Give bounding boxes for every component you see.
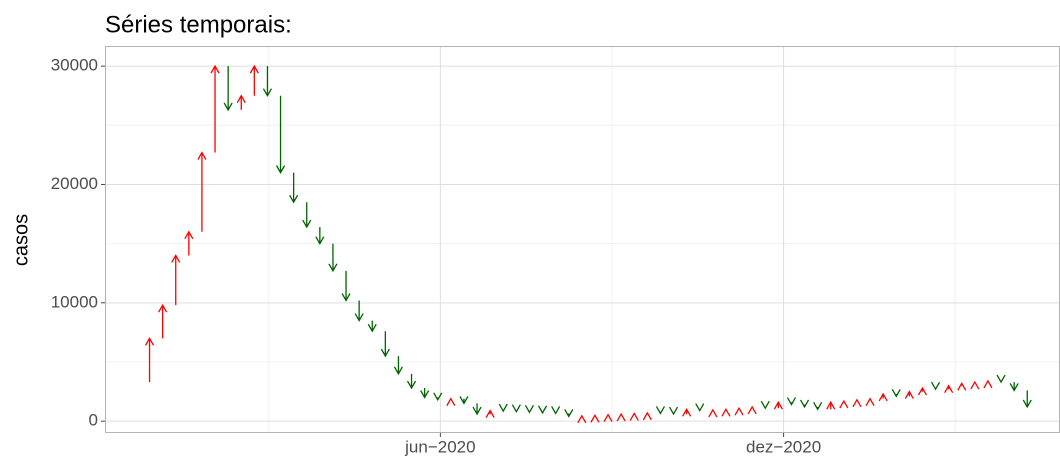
arrow: [302, 202, 312, 229]
arrow: [184, 230, 194, 256]
arrow: [904, 390, 914, 399]
arrow: [472, 403, 482, 416]
arrow: [433, 392, 443, 402]
arrow: [721, 408, 731, 417]
arrow: [537, 405, 548, 415]
arrow: [564, 409, 574, 418]
arrow: [354, 300, 364, 322]
arrow: [459, 396, 469, 405]
arrow: [328, 243, 338, 273]
arrow: [996, 374, 1006, 384]
panel-border: [105, 46, 1060, 433]
arrow: [577, 414, 587, 424]
arrow: [839, 399, 849, 409]
arrow: [262, 66, 273, 98]
arrow: [642, 411, 652, 421]
y-axis-label: casos: [10, 214, 32, 266]
arrow: [930, 381, 941, 391]
arrow: [865, 397, 875, 407]
arrow: [983, 379, 993, 389]
arrow: [773, 400, 783, 410]
arrow: [498, 403, 508, 413]
y-tick-label: 20000: [51, 174, 98, 193]
arrow: [551, 406, 561, 415]
arrow: [289, 172, 299, 204]
arrow: [393, 356, 404, 376]
arrow: [485, 409, 495, 418]
arrow: [747, 405, 757, 415]
arrow: [682, 408, 692, 417]
arrow: [144, 337, 155, 383]
arrow: [367, 320, 377, 333]
y-tick-label: 0: [89, 411, 98, 430]
arrow: [158, 303, 168, 339]
arrow: [380, 331, 390, 358]
arrow: [957, 381, 967, 391]
arrow: [852, 398, 862, 408]
arrow: [1009, 382, 1019, 392]
arrow: [760, 400, 770, 410]
arrow: [826, 400, 836, 410]
arrow: [708, 408, 718, 418]
x-tick-label: jun−2020: [404, 437, 475, 456]
arrow: [655, 406, 666, 415]
arrow: [236, 94, 246, 110]
y-tick-label: 10000: [51, 292, 98, 311]
y-tick-label: 30000: [51, 56, 98, 75]
arrow: [524, 404, 535, 414]
arrow: [249, 64, 259, 96]
arrow: [603, 413, 613, 422]
chart-title: Séries temporais:: [105, 11, 292, 38]
arrow: [197, 151, 207, 232]
arrow: [446, 397, 456, 407]
arrow: [420, 388, 430, 399]
arrow: [223, 66, 233, 112]
arrow: [406, 373, 417, 390]
arrow: [511, 404, 521, 414]
arrow: [799, 399, 810, 409]
arrow: [315, 227, 325, 245]
arrow: [878, 392, 888, 402]
arrow: [786, 397, 797, 406]
arrow: [668, 406, 679, 416]
arrow: [970, 380, 980, 390]
arrow: [695, 403, 705, 412]
arrow: [275, 95, 286, 174]
arrow: [813, 402, 823, 411]
arrow: [210, 64, 220, 153]
arrow: [944, 384, 954, 393]
arrow: [590, 413, 600, 423]
arrow: [616, 412, 626, 422]
arrow: [891, 388, 901, 398]
arrow: [917, 386, 928, 396]
x-tick-label: dez−2020: [746, 437, 821, 456]
arrow: [341, 270, 351, 302]
arrow: [734, 406, 744, 416]
arrow: [171, 254, 181, 306]
arrow: [1022, 390, 1032, 409]
arrow: [629, 412, 639, 421]
